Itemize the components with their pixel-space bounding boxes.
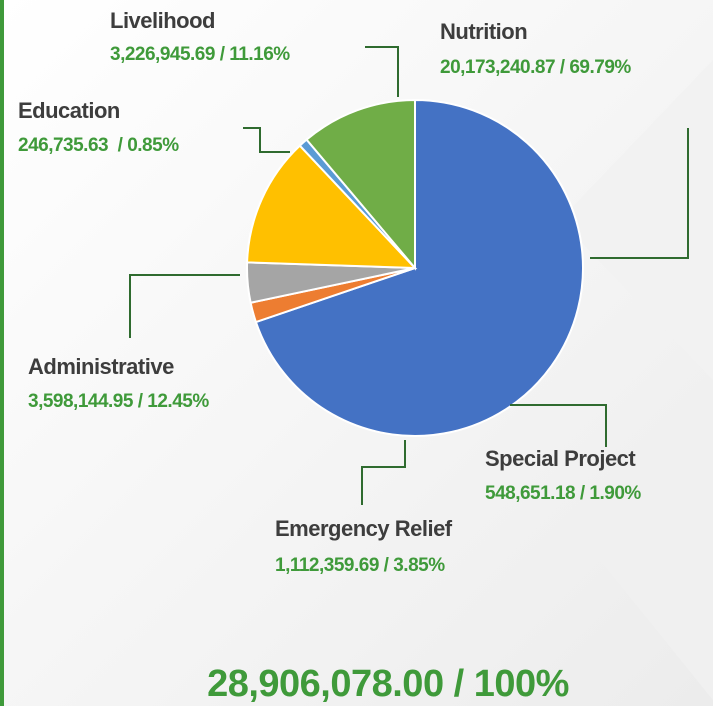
slice-name: Administrative bbox=[28, 354, 174, 379]
leader-line bbox=[361, 440, 406, 505]
slice-name: Nutrition bbox=[440, 19, 527, 44]
slice-value: 3,598,144.95 / 12.45% bbox=[28, 391, 209, 412]
slice-value: 20,173,240.87 / 69.79% bbox=[440, 57, 631, 78]
leader-line bbox=[510, 404, 607, 447]
left-border bbox=[0, 0, 4, 706]
leader-line bbox=[243, 127, 290, 153]
slice-value: 246,735.63 / 0.85% bbox=[18, 135, 179, 156]
bg-shape bbox=[600, 420, 713, 700]
slice-name: Livelihood bbox=[110, 8, 215, 33]
slice-name: Emergency Relief bbox=[275, 516, 453, 541]
slice-value: 548,651.18 / 1.90% bbox=[485, 483, 641, 504]
total: 28,906,078.00 / 100% bbox=[207, 663, 569, 705]
labels: Nutrition 20,173,240.87 / 69.79% Special P… bbox=[18, 8, 642, 576]
slice-name: Special Project bbox=[485, 446, 636, 471]
leader-line bbox=[365, 46, 399, 97]
pie-slice bbox=[305, 98, 416, 271]
leader-line bbox=[590, 128, 689, 259]
pie-slice bbox=[254, 98, 584, 437]
bg-shape bbox=[560, 60, 713, 380]
slice-value: 3,226,945.69 / 11.16% bbox=[110, 44, 290, 65]
slice-name: Education bbox=[18, 98, 120, 123]
leader-line bbox=[129, 274, 240, 338]
pie bbox=[246, 98, 584, 437]
slice-value: 1,112,359.69 / 3.85% bbox=[275, 555, 445, 576]
pie-slice bbox=[246, 144, 418, 270]
